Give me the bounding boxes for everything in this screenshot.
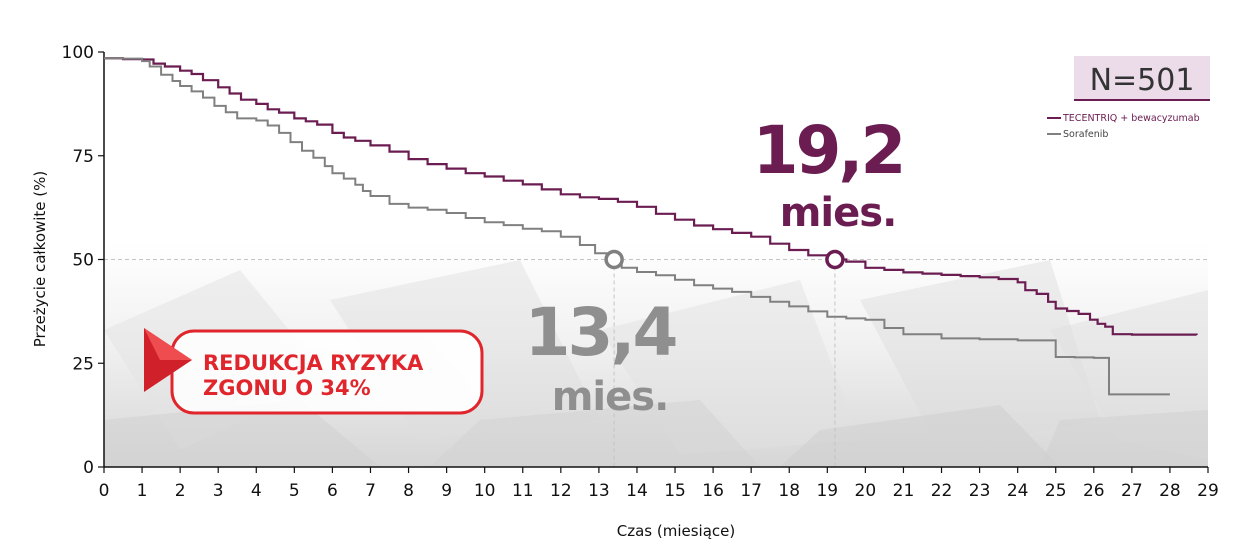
x-tick-label: 8 [403,481,414,501]
x-tick-label: 4 [251,481,262,501]
median-value-tecentriq: 19,2 [753,112,904,189]
x-tick-label: 0 [99,481,110,501]
x-tick-label: 16 [702,481,724,501]
y-axis-label: Przeżycie całkowite (%) [31,171,49,348]
legend-label-tecentriq: TECENTRIQ + bewacyzumab [1062,113,1200,124]
sample-size-box [1074,56,1210,100]
series-line-sorafenib [104,57,1170,396]
x-tick-label: 29 [1197,481,1219,501]
risk-reduction-callout: REDUKCJA RYZYKA ZGONU O 34% [144,328,484,415]
median-annotation-tecentriq: 19,2 mies. [753,112,907,236]
x-tick-label: 26 [1083,481,1105,501]
reference-lines [104,259,1208,467]
x-tick-label: 27 [1121,481,1143,501]
x-tick-label: 13 [588,481,610,501]
sample-size: N=501 [1090,63,1195,98]
x-tick-label: 24 [1007,481,1029,501]
median-annotation-sorafenib: 13,4 mies. [525,294,679,420]
x-tick-label: 18 [778,481,800,501]
x-tick-label: 11 [512,481,534,501]
x-tick-label: 6 [327,481,338,501]
callout-line-2: ZGONU O 34% [203,376,371,400]
axes: 0 1 2 3 4 5 6 7 8 9 10 11 12 13 14 15 16 17 18 19 20 21 22 23 24… [62,43,1219,501]
x-tick-label: 3 [213,481,224,501]
x-tick-label: 12 [550,481,572,501]
x-tick-label: 2 [175,481,186,501]
x-tick-label: 15 [664,481,686,501]
x-tick-label: 19 [816,481,838,501]
median-marker-sorafenib [604,249,624,270]
y-tick-label: 0 [83,458,94,478]
x-tick-label: 9 [441,481,452,501]
x-tick-label: 23 [969,481,991,501]
series-line-tecentriq [104,57,1198,336]
median-unit-tecentriq: mies. [780,190,897,236]
y-tick-label: 100 [62,43,94,63]
x-tick-label: 5 [289,481,300,501]
y-tick-label: 75 [72,147,94,167]
median-value-sorafenib: 13,4 [525,294,676,371]
x-tick-label: 1 [137,481,148,501]
x-tick-label: 7 [365,481,376,501]
series [104,57,1198,396]
median-unit-sorafenib: mies. [552,374,669,420]
callout-line-1: REDUKCJA RYZYKA [203,351,424,375]
x-tick-label: 17 [740,481,762,501]
x-tick-label: 20 [855,481,877,501]
y-tick-label: 50 [72,251,94,271]
x-tick-label: 14 [626,481,648,501]
x-tick-label: 28 [1159,481,1181,501]
x-tick-label: 25 [1045,481,1067,501]
plot-background [104,243,1208,467]
x-tick-label: 22 [931,481,953,501]
median-marker-tecentriq [825,249,845,270]
y-tick-label: 25 [72,354,94,374]
x-tick-label: 21 [893,481,915,501]
legend: N=501 TECENTRIQ + bewacyzumab Sorafenib [1047,56,1210,140]
legend-label-sorafenib: Sorafenib [1063,129,1108,140]
x-tick-label: 10 [474,481,496,501]
x-axis-label: Czas (miesiące) [617,522,735,540]
